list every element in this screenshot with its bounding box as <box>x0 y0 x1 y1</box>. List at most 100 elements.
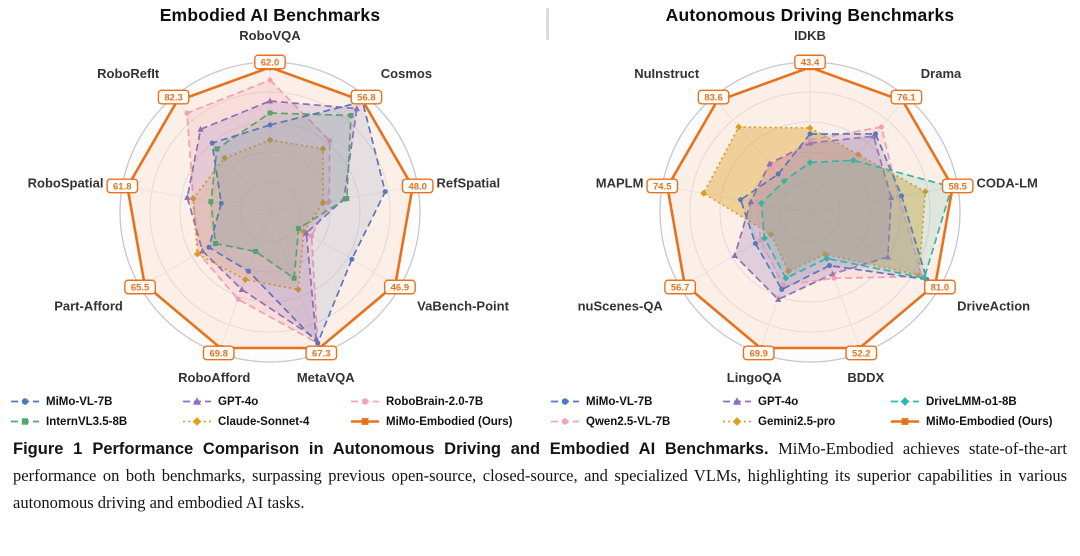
axis-label-refspatial: RefSpatial <box>437 176 501 191</box>
caption-body: MiMo-Embodied achieves state-of-the-art … <box>13 439 1067 512</box>
series-mimo-vl-7b <box>738 131 930 293</box>
value-badge-roboafford: 69.8 <box>202 345 235 361</box>
svg-text:69.8: 69.8 <box>209 348 228 359</box>
svg-text:67.3: 67.3 <box>312 348 331 359</box>
value-badge-lingoqa: 69.9 <box>742 345 775 361</box>
svg-text:76.1: 76.1 <box>897 93 916 104</box>
legend-marker-mimo-embodied-ours <box>891 418 919 425</box>
series-claude-sonnet-4 <box>189 136 327 293</box>
legend-item-mimo-vl-7b: MiMo-VL-7B <box>550 395 722 408</box>
panel-driving: Autonomous Driving Benchmarks 43.4 76.1 58… <box>540 0 1080 428</box>
legend-label: MiMo-Embodied (Ours) <box>926 415 1053 428</box>
svg-text:46.9: 46.9 <box>391 283 410 294</box>
legend-item-claude-sonnet-4: Claude-Sonnet-4 <box>182 415 350 428</box>
legend-label: Qwen2.5-VL-7B <box>586 415 671 428</box>
axis-label-robovqa: RoboVQA <box>239 28 301 43</box>
value-badge-roborefit: 82.3 <box>157 89 190 105</box>
axis-label-part-afford: Part-Afford <box>54 299 123 314</box>
legend-marker-gpt-4o <box>183 397 211 405</box>
legend-driving: MiMo-VL-7B GPT-4o DriveLMM-o1-8B Qwen2.5-VL… <box>550 395 1072 428</box>
svg-text:52.2: 52.2 <box>852 348 871 359</box>
svg-text:74.5: 74.5 <box>653 181 672 192</box>
svg-text:83.6: 83.6 <box>704 93 723 104</box>
legend-embodied: MiMo-VL-7B GPT-4o RoboBrain-2.0-7B InternVL… <box>10 395 532 428</box>
svg-text:82.3: 82.3 <box>164 93 183 104</box>
caption-title: Performance Comparison in Autonomous Dri… <box>92 440 769 458</box>
legend-item-drivelmm-o1-8b: DriveLMM-o1-8B <box>890 395 1072 408</box>
svg-text:65.5: 65.5 <box>131 283 150 294</box>
axis-label-idkb: IDKB <box>794 28 826 43</box>
axis-label-roborefit: RoboRefIt <box>97 66 160 81</box>
axis-label-nuscenes-qa: nuScenes-QA <box>578 299 664 314</box>
legend-item-mimo-embodied-ours: MiMo-Embodied (Ours) <box>890 415 1072 428</box>
legend-item-internvl3-5-8b: InternVL3.5-8B <box>10 415 182 428</box>
panel-divider <box>546 8 549 40</box>
axis-label-vabench-point: VaBench-Point <box>417 299 509 314</box>
legend-label: MiMo-VL-7B <box>586 395 653 408</box>
figure-caption: Figure 1 Performance Comparison in Autono… <box>0 436 1080 517</box>
legend-marker-claude-sonnet-4 <box>183 417 211 426</box>
legend-label: Claude-Sonnet-4 <box>218 415 310 428</box>
series-mimo-vl-7b <box>206 99 388 346</box>
value-badge-metavqa: 67.3 <box>305 345 338 361</box>
legend-marker-gpt-4o <box>723 397 751 405</box>
value-badge-refspatial: 48.0 <box>401 178 434 194</box>
svg-text:56.8: 56.8 <box>357 93 376 104</box>
legend-marker-mimo-vl-7b <box>11 398 39 405</box>
svg-text:62.0: 62.0 <box>261 58 280 69</box>
legend-marker-gemini2-5-pro <box>723 417 751 426</box>
value-badge-driveaction: 81.0 <box>924 279 956 295</box>
legend-label: Gemini2.5-pro <box>758 415 836 428</box>
svg-text:56.7: 56.7 <box>671 283 690 294</box>
svg-text:48.0: 48.0 <box>408 181 427 192</box>
legend-item-gemini2-5-pro: Gemini2.5-pro <box>722 415 890 428</box>
chart-title-embodied: Embodied AI Benchmarks <box>159 5 381 25</box>
axis-label-drama: Drama <box>921 66 962 81</box>
value-badge-robovqa: 62.0 <box>254 54 286 70</box>
legend-label: InternVL3.5-8B <box>46 415 128 428</box>
legend-item-mimo-vl-7b: MiMo-VL-7B <box>10 395 182 408</box>
axis-label-nuinstruct: NuInstruct <box>634 66 700 81</box>
axis-label-lingoqa: LingoQA <box>727 370 782 385</box>
legend-marker-qwen2-5-vl-7b <box>551 418 579 425</box>
legend-item-qwen2-5-vl-7b: Qwen2.5-VL-7B <box>550 415 722 428</box>
radar-chart-embodied: 62.0 56.8 48.0 46.9 67.3 69.8 65.5 61.8 82.3 Robo… <box>28 28 510 385</box>
axis-label-cosmos: Cosmos <box>381 66 432 81</box>
radar-grid <box>119 61 421 363</box>
axis-label-driveaction: DriveAction <box>957 299 1030 314</box>
chart-title-driving: Autonomous Driving Benchmarks <box>665 5 955 25</box>
value-badge-maplm: 74.5 <box>646 178 679 194</box>
value-badge-part-afford: 65.5 <box>124 279 156 295</box>
series-internvl3-5-8b <box>208 110 354 281</box>
series-drivelmm-o1-8b <box>757 156 956 282</box>
legend-item-robobrain-2-0-7b: RoboBrain-2.0-7B <box>350 395 532 408</box>
svg-text:69.9: 69.9 <box>749 348 768 359</box>
legend-label: GPT-4o <box>218 395 259 408</box>
axis-label-robospatial: RoboSpatial <box>28 176 104 191</box>
legend-item-mimo-embodied-ours: MiMo-Embodied (Ours) <box>350 415 532 428</box>
svg-text:43.4: 43.4 <box>801 58 820 69</box>
svg-text:58.5: 58.5 <box>948 181 967 192</box>
axis-label-roboafford: RoboAfford <box>178 370 250 385</box>
legend-marker-mimo-embodied-ours <box>351 418 379 425</box>
axis-label-metavqa: MetaVQA <box>297 370 355 385</box>
legend-item-gpt-4o: GPT-4o <box>722 395 890 408</box>
value-badge-bddx: 52.2 <box>845 345 878 361</box>
legend-item-gpt-4o: GPT-4o <box>182 395 350 408</box>
legend-marker-mimo-vl-7b <box>551 398 579 405</box>
value-badge-drama: 76.1 <box>890 89 923 105</box>
caption-figure-label: Figure 1 <box>13 440 83 458</box>
legend-marker-internvl3-5-8b <box>11 418 39 425</box>
value-badge-nuinstruct: 83.6 <box>697 89 730 105</box>
legend-marker-robobrain-2-0-7b <box>351 398 379 405</box>
figure-charts: Embodied AI Benchmarks 62.0 56.8 48.0 46.9 6… <box>0 0 1080 428</box>
legend-label: MiMo-VL-7B <box>46 395 113 408</box>
axis-label-maplm: MAPLM <box>596 176 644 191</box>
value-badge-vabench-point: 46.9 <box>384 279 416 295</box>
panel-embodied: Embodied AI Benchmarks 62.0 56.8 48.0 46.9 6… <box>0 0 540 428</box>
value-badge-idkb: 43.4 <box>794 54 826 70</box>
axis-label-coda-lm: CODA-LM <box>977 176 1038 191</box>
value-badge-cosmos: 56.8 <box>350 89 383 105</box>
value-badge-nuscenes-qa: 56.7 <box>664 279 696 295</box>
value-badge-coda-lm: 58.5 <box>941 178 974 194</box>
